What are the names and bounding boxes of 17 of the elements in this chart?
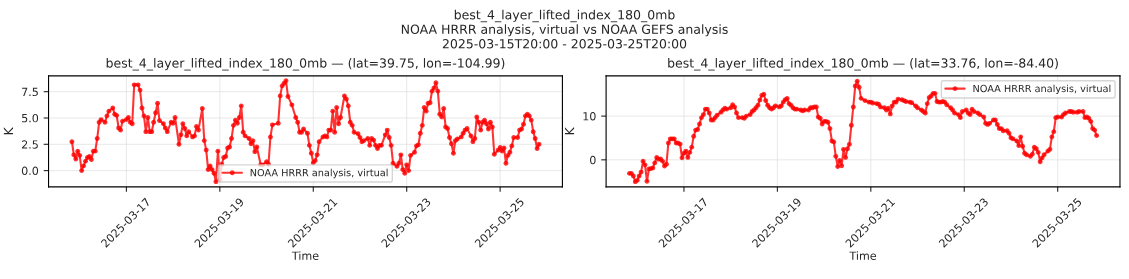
y-tick-label: 0 [590, 155, 596, 165]
legend-label: NOAA HRRR analysis, virtual [250, 168, 388, 179]
text: NOAA HRRR analysis, virtual vs NOAA GEFS analysis [401, 24, 728, 37]
y-axis-title: K [3, 127, 13, 135]
y-tick-label: 0.0 [21, 166, 39, 175]
chart-title: best_4_layer_lifted_index_180_0mb — (lat=33.76, lon=-84.40) [668, 58, 1058, 71]
legend-label: NOAA HRRR analysis, virtual [973, 84, 1111, 95]
y-tick-label: 5.0 [22, 113, 39, 123]
y-axis-title: K [564, 127, 575, 135]
x-axis-title: Time [291, 251, 319, 260]
text: best_4_layer_lifted_index_180_0mb [454, 9, 675, 23]
y-tick-label: 7.5 [22, 87, 38, 97]
chart-title: best_4_layer_lifted_index_180_0mb — (lat=39.75, lon=-104.99) [106, 58, 505, 71]
text: 2025-03-15T20:00 - 2025-03-25T20:00 [442, 39, 687, 49]
y-tick-label: 2.5 [21, 140, 38, 149]
x-axis-title: Time [849, 251, 877, 260]
y-tick-label: 10 [583, 112, 596, 121]
